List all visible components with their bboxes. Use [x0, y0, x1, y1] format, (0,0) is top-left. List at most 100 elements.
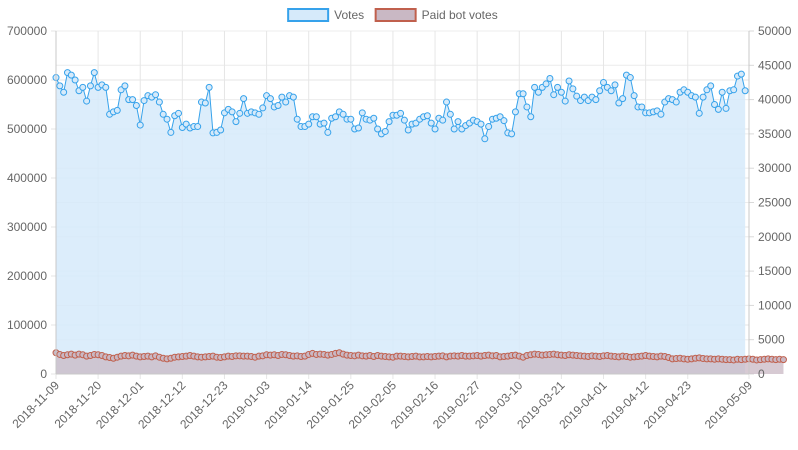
data-point[interactable]: [481, 135, 489, 143]
data-point[interactable]: [569, 85, 577, 93]
data-point[interactable]: [136, 121, 144, 129]
data-point[interactable]: [730, 86, 738, 94]
data-point[interactable]: [711, 101, 719, 108]
data-point[interactable]: [423, 112, 431, 120]
data-point[interactable]: [500, 117, 508, 125]
data-point[interactable]: [60, 88, 68, 96]
data-point[interactable]: [630, 92, 638, 100]
data-point[interactable]: [439, 116, 447, 124]
data-point[interactable]: [626, 74, 634, 82]
data-point[interactable]: [175, 109, 183, 117]
data-point[interactable]: [546, 75, 554, 83]
data-point[interactable]: [672, 98, 680, 106]
data-point[interactable]: [71, 76, 79, 84]
data-point[interactable]: [561, 97, 569, 105]
data-point[interactable]: [534, 88, 542, 96]
data-point[interactable]: [638, 103, 646, 111]
data-point[interactable]: [163, 115, 171, 123]
data-point[interactable]: [695, 109, 703, 117]
data-point[interactable]: [240, 95, 248, 103]
data-point[interactable]: [523, 103, 531, 111]
data-point[interactable]: [592, 96, 600, 104]
data-point[interactable]: [339, 110, 347, 118]
data-point[interactable]: [450, 125, 458, 133]
data-point[interactable]: [519, 90, 527, 98]
data-point[interactable]: [129, 96, 137, 104]
data-point[interactable]: [236, 109, 244, 117]
data-point[interactable]: [167, 128, 175, 136]
data-point[interactable]: [354, 124, 362, 132]
data-point[interactable]: [259, 104, 267, 112]
data-point[interactable]: [358, 109, 366, 117]
data-point[interactable]: [573, 92, 581, 100]
data-point[interactable]: [278, 93, 286, 101]
data-point[interactable]: [657, 110, 665, 118]
data-point[interactable]: [140, 97, 148, 105]
data-point[interactable]: [79, 83, 87, 91]
data-point[interactable]: [205, 83, 213, 91]
data-point[interactable]: [615, 99, 623, 107]
data-point[interactable]: [86, 82, 94, 90]
data-point[interactable]: [565, 77, 573, 85]
data-point[interactable]: [691, 93, 699, 101]
data-point[interactable]: [531, 83, 539, 91]
data-point[interactable]: [155, 98, 163, 106]
data-point[interactable]: [347, 115, 355, 123]
data-point[interactable]: [714, 105, 722, 113]
data-point[interactable]: [446, 110, 454, 118]
data-point[interactable]: [699, 93, 707, 101]
data-point[interactable]: [431, 125, 439, 133]
data-point[interactable]: [232, 118, 240, 126]
data-point[interactable]: [102, 83, 110, 91]
data-point[interactable]: [201, 99, 209, 107]
data-point[interactable]: [550, 91, 558, 99]
data-point[interactable]: [217, 126, 225, 134]
data-point[interactable]: [554, 83, 562, 91]
data-point[interactable]: [527, 113, 535, 121]
data-point[interactable]: [121, 82, 129, 90]
data-point[interactable]: [600, 78, 608, 86]
data-point[interactable]: [289, 93, 297, 101]
legend-item-0[interactable]: Votes: [287, 8, 364, 22]
data-point[interactable]: [427, 119, 435, 127]
data-point[interactable]: [737, 70, 745, 78]
data-point[interactable]: [194, 123, 202, 131]
data-point[interactable]: [619, 95, 627, 103]
data-point[interactable]: [293, 115, 301, 123]
data-point[interactable]: [274, 101, 282, 109]
data-point[interactable]: [404, 126, 412, 134]
data-point[interactable]: [320, 119, 328, 127]
data-point[interactable]: [722, 104, 730, 112]
data-point[interactable]: [542, 80, 550, 88]
data-point[interactable]: [83, 97, 91, 105]
data-point[interactable]: [477, 120, 485, 128]
data-point[interactable]: [607, 87, 615, 95]
data-point[interactable]: [511, 108, 519, 116]
chart-legend[interactable]: Votes Paid bot votes: [287, 8, 498, 22]
data-point[interactable]: [381, 127, 389, 135]
data-point[interactable]: [266, 95, 274, 103]
data-point[interactable]: [332, 113, 339, 121]
data-point[interactable]: [707, 82, 715, 90]
data-point[interactable]: [611, 81, 619, 89]
data-point[interactable]: [113, 106, 121, 114]
legend-item-1[interactable]: Paid bot votes: [374, 8, 498, 22]
data-point[interactable]: [56, 82, 64, 90]
data-point[interactable]: [370, 114, 378, 122]
data-point[interactable]: [385, 118, 393, 126]
data-point[interactable]: [443, 98, 451, 106]
data-point[interactable]: [228, 108, 236, 116]
data-point[interactable]: [374, 125, 382, 133]
data-point[interactable]: [159, 110, 167, 118]
data-point[interactable]: [282, 98, 290, 106]
data-point[interactable]: [779, 356, 787, 364]
data-point[interactable]: [312, 113, 320, 121]
data-point[interactable]: [596, 87, 604, 95]
data-point[interactable]: [400, 116, 408, 124]
data-point[interactable]: [67, 71, 75, 79]
data-point[interactable]: [324, 128, 332, 136]
data-point[interactable]: [90, 69, 98, 77]
data-point[interactable]: [718, 88, 726, 96]
data-point[interactable]: [132, 101, 140, 109]
data-point[interactable]: [485, 123, 493, 131]
